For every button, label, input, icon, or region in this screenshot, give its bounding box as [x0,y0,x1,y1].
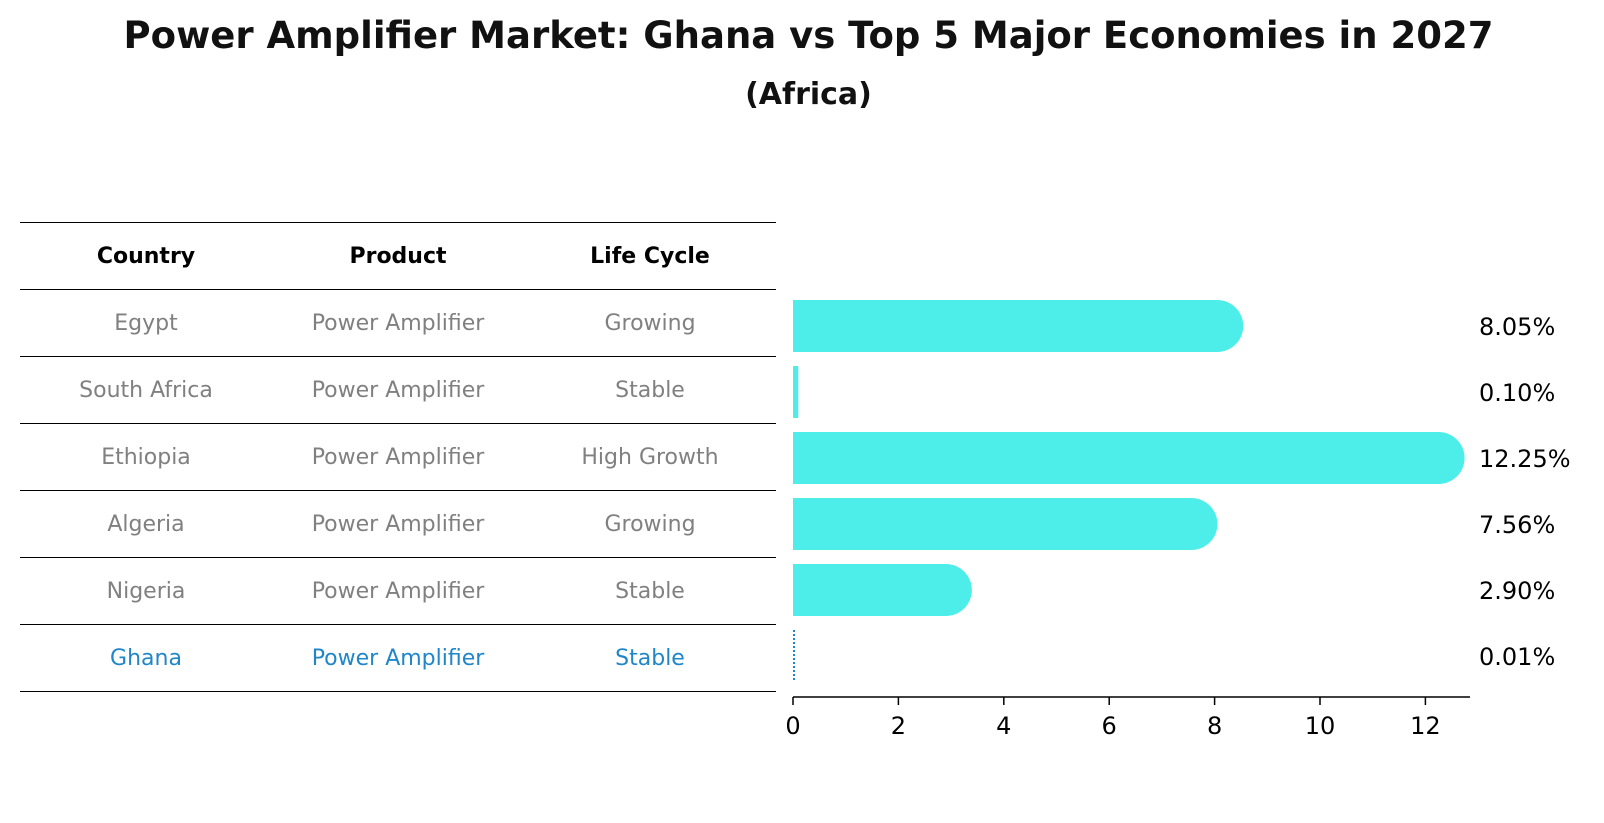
x-axis: 0 2 4 6 8 10 12 [785,696,1470,740]
x-tick-label: 8 [1207,712,1222,740]
bar-ethiopia [793,432,1465,484]
value-labels-layer: 8.05% 0.10% 12.25% 7.56% 2.90% 0.01% [1479,313,1571,671]
bar-nigeria [793,564,972,616]
cell-country: Algeria [20,490,272,558]
cell-product: Power Amplifier [272,557,524,625]
x-tick-label: 10 [1305,712,1336,740]
table-header-row: Country Product Life Cycle [20,222,776,290]
header-country: Country [20,222,272,290]
bar-south-africa [793,366,799,418]
header-product: Product [272,222,524,290]
bar-algeria [793,498,1218,550]
data-table: Country Product Life Cycle Egypt Power A… [20,222,776,692]
value-label: 8.05% [1479,313,1555,341]
cell-life-cycle: Stable [524,624,776,692]
value-label: 12.25% [1479,445,1571,473]
table-row: South Africa Power Amplifier Stable [20,356,776,424]
cell-product: Power Amplifier [272,624,524,692]
cell-life-cycle: High Growth [524,423,776,491]
value-label: 2.90% [1479,577,1555,605]
table-row: Nigeria Power Amplifier Stable [20,557,776,625]
cell-country: Egypt [20,289,272,357]
cell-product: Power Amplifier [272,423,524,491]
x-tick-label: 0 [785,712,800,740]
table-row-highlight: Ghana Power Amplifier Stable [20,624,776,692]
value-label: 0.01% [1479,643,1555,671]
chart-subtitle: (Africa) [745,77,872,112]
table-row: Ethiopia Power Amplifier High Growth [20,423,776,491]
cell-country: Ethiopia [20,423,272,491]
value-label: 0.10% [1479,379,1555,407]
chart-title: Power Amplifier Market: Ghana vs Top 5 M… [123,14,1494,57]
bar-egypt [793,300,1244,352]
cell-life-cycle: Growing [524,289,776,357]
header-life-cycle: Life Cycle [524,222,776,290]
x-tick-label: 4 [996,712,1011,740]
table-row: Algeria Power Amplifier Growing [20,490,776,558]
value-label: 7.56% [1479,511,1555,539]
x-tick-label: 6 [1102,712,1117,740]
cell-product: Power Amplifier [272,289,524,357]
table-row: Egypt Power Amplifier Growing [20,289,776,357]
cell-country: South Africa [20,356,272,424]
cell-product: Power Amplifier [272,490,524,558]
cell-life-cycle: Stable [524,557,776,625]
cell-country: Nigeria [20,557,272,625]
cell-product: Power Amplifier [272,356,524,424]
cell-life-cycle: Stable [524,356,776,424]
x-tick-label: 12 [1410,712,1441,740]
cell-life-cycle: Growing [524,490,776,558]
bars-layer [793,300,1465,682]
x-tick-label: 2 [891,712,906,740]
cell-country: Ghana [20,624,272,692]
